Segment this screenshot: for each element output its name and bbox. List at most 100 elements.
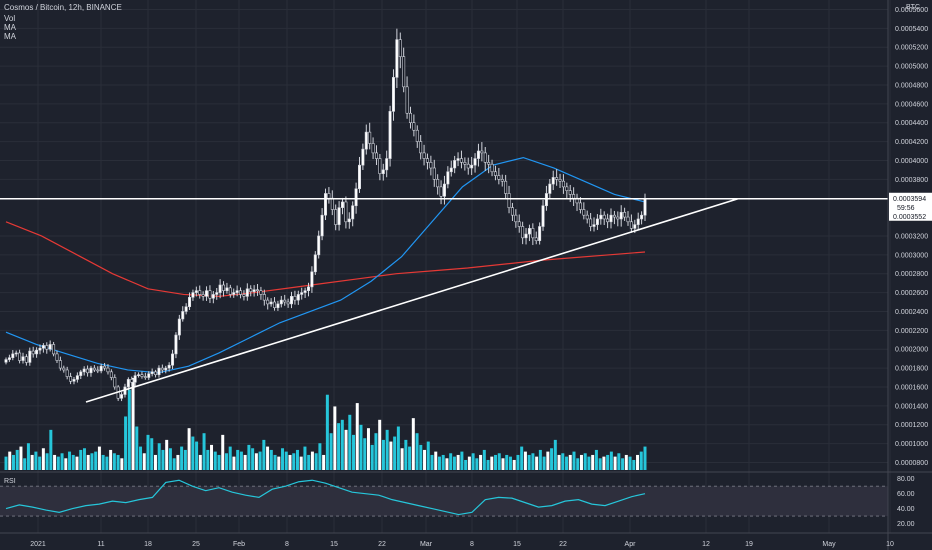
candle-body bbox=[507, 193, 511, 208]
time-axis[interactable]: 2021 11 18 25 Feb 8 15 22 Mar 8 15 22 Apr 12 19 May 10 bbox=[30, 541, 894, 548]
volume-bar bbox=[598, 458, 602, 470]
volume-bar bbox=[583, 453, 587, 470]
indicator-vol[interactable]: Vol bbox=[4, 14, 16, 23]
candle-body bbox=[140, 374, 144, 377]
candle-body bbox=[75, 375, 79, 380]
volume-bar bbox=[109, 449, 113, 470]
volume-bar bbox=[550, 448, 554, 470]
price-tick-label: 0.0001600 bbox=[895, 384, 928, 391]
volume-bar bbox=[411, 418, 415, 470]
candle-body bbox=[256, 289, 260, 292]
candle-body bbox=[317, 235, 321, 256]
candle-body bbox=[327, 193, 331, 199]
volume-bar bbox=[243, 454, 247, 470]
candle-body bbox=[259, 290, 263, 295]
volume-bar bbox=[210, 444, 214, 470]
candle-body bbox=[405, 86, 409, 114]
candle-body bbox=[612, 214, 616, 218]
drawn-lines[interactable] bbox=[0, 197, 888, 403]
volume-bar bbox=[572, 451, 576, 470]
candle-body bbox=[242, 294, 246, 297]
volume-bar bbox=[281, 448, 285, 470]
candle-body bbox=[381, 169, 385, 174]
price-tick-label: 0.0005400 bbox=[895, 26, 928, 33]
candle-body bbox=[555, 177, 559, 180]
candle-body bbox=[99, 365, 103, 372]
time-tick-label: 11 bbox=[97, 541, 104, 548]
time-tick-label: 15 bbox=[330, 541, 338, 548]
candle-body bbox=[626, 216, 630, 223]
volume-bar bbox=[594, 449, 598, 470]
volume-bar bbox=[609, 451, 613, 470]
price-axis[interactable]: 0.0005600 0.0005400 0.0005200 0.0005000 0.00… bbox=[887, 0, 932, 550]
candle-body bbox=[38, 347, 42, 351]
volume-bar bbox=[120, 458, 124, 470]
candle-body bbox=[408, 112, 412, 123]
candle-body bbox=[228, 287, 232, 295]
candle-body bbox=[82, 368, 86, 373]
line-price-label: 0.0003552 bbox=[893, 214, 926, 221]
candle-body bbox=[521, 226, 525, 239]
candle-body bbox=[4, 359, 8, 363]
candle-body bbox=[262, 294, 266, 301]
candle-body bbox=[55, 353, 59, 361]
rsi-label: RSI bbox=[4, 478, 16, 485]
volume-bar bbox=[542, 456, 546, 470]
candle-body bbox=[473, 158, 477, 166]
rsi-tick-label: 80.00 bbox=[897, 476, 915, 483]
volume-bar bbox=[494, 454, 498, 470]
candle-body bbox=[341, 201, 344, 208]
volume-bar bbox=[228, 446, 232, 470]
volume-bar bbox=[430, 454, 434, 470]
volume-bar bbox=[632, 459, 636, 470]
volume-bar bbox=[445, 458, 449, 470]
volume-bar bbox=[11, 454, 15, 470]
indicator-ma-2[interactable]: MA bbox=[4, 32, 16, 41]
volume-bar bbox=[400, 448, 404, 470]
ma-slow-line bbox=[5, 221, 646, 297]
candle-body bbox=[640, 214, 644, 220]
candle-body bbox=[565, 186, 569, 191]
time-tick-label: 8 bbox=[285, 541, 289, 548]
volume-bar bbox=[441, 454, 445, 470]
price-tick-label: 0.0004000 bbox=[895, 158, 928, 165]
candle-body bbox=[466, 163, 470, 169]
trendline bbox=[85, 197, 739, 403]
volume-bar bbox=[146, 434, 150, 470]
volume-bar bbox=[221, 434, 225, 470]
candle-body bbox=[551, 177, 555, 185]
candle-body bbox=[157, 367, 161, 375]
volume-bar bbox=[213, 451, 217, 470]
volume-bar bbox=[471, 453, 475, 470]
volume-bar bbox=[348, 414, 352, 470]
candle-body bbox=[344, 201, 348, 223]
symbol-title: Cosmos / Bitcoin, 12h, BINANCE bbox=[4, 3, 122, 12]
volume-bar bbox=[527, 454, 531, 470]
volume-bar bbox=[34, 451, 38, 470]
indicator-ma-1[interactable]: MA bbox=[4, 23, 16, 32]
candle-body bbox=[453, 160, 457, 169]
volume-bar bbox=[19, 446, 23, 470]
candle-body bbox=[208, 290, 212, 299]
volume-bar bbox=[191, 436, 195, 470]
rsi-pane bbox=[0, 471, 932, 534]
candle-body bbox=[266, 299, 270, 305]
volume-bar bbox=[340, 419, 344, 470]
volume-bar bbox=[277, 456, 281, 470]
candle-body bbox=[86, 368, 90, 374]
volume-bar bbox=[53, 454, 57, 470]
price-tick-label: 0.0002000 bbox=[895, 347, 928, 354]
candle-body bbox=[106, 367, 110, 373]
volume-bar bbox=[381, 439, 385, 470]
volume-bar bbox=[165, 439, 169, 470]
volume-bar bbox=[64, 458, 68, 470]
volume-bar bbox=[288, 454, 292, 470]
volume-bar bbox=[15, 449, 19, 470]
volume-bar bbox=[374, 433, 378, 470]
candle-body bbox=[425, 158, 429, 163]
volume-bar bbox=[236, 449, 240, 470]
volume-bar bbox=[269, 449, 273, 470]
volume-bar bbox=[475, 458, 479, 470]
time-tick-label: 22 bbox=[559, 541, 567, 548]
